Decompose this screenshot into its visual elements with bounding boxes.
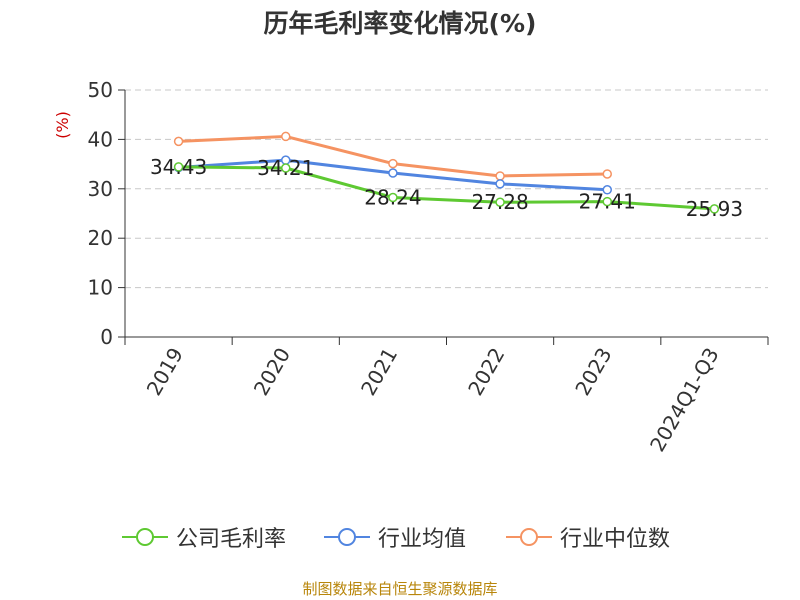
x-tick-label: 2021 [356, 344, 402, 400]
data-labels: 34.43 34.21 28.24 27.28 27.41 25.93 [150, 155, 743, 221]
data-label: 28.24 [364, 185, 421, 209]
y-tick-label: 20 [88, 226, 113, 250]
y-tick-label: 30 [88, 177, 113, 201]
x-tick-label: 2022 [463, 344, 509, 400]
series-lines [173, 131, 720, 214]
data-point[interactable] [281, 131, 291, 142]
legend-item-industry-median[interactable]: 行业中位数 [504, 520, 670, 554]
y-tick-label: 50 [88, 78, 113, 102]
x-tick-label: 2019 [142, 344, 188, 400]
legend-marker-industry-median [506, 528, 552, 546]
y-tick-label: 0 [100, 325, 113, 349]
axes: 0 10 20 30 40 50 2019 2020 2021 2022 2023 2024Q1-Q3 [88, 78, 769, 456]
legend-label-industry-average: 行业均值 [378, 527, 467, 552]
data-point[interactable] [495, 171, 505, 181]
data-point[interactable] [173, 136, 184, 147]
legend-marker-company [122, 528, 168, 546]
data-label: 34.21 [257, 156, 314, 180]
data-label: 34.43 [150, 155, 207, 179]
data-point[interactable] [388, 192, 398, 203]
data-point[interactable] [709, 204, 720, 214]
data-point[interactable] [602, 185, 612, 195]
chart-legend: 公司毛利率 行业均值 行业中位数 [0, 520, 800, 554]
data-point[interactable] [495, 197, 505, 207]
y-tick-label: 10 [88, 276, 113, 300]
legend-item-company[interactable]: 公司毛利率 [120, 520, 286, 554]
data-label: 27.41 [579, 190, 636, 214]
y-tick-label: 40 [88, 127, 113, 151]
data-point[interactable] [281, 163, 291, 173]
legend-label-company: 公司毛利率 [176, 527, 287, 552]
y-axis-label: (%) [53, 111, 72, 139]
x-tick-label: 2020 [249, 344, 295, 400]
legend-marker-industry-average [324, 528, 370, 546]
legend-label-industry-median: 行业中位数 [560, 527, 671, 552]
legend-item-industry-average[interactable]: 行业均值 [322, 520, 466, 554]
series-line [178, 165, 715, 211]
data-point[interactable] [602, 196, 612, 207]
data-point[interactable] [388, 158, 398, 169]
data-point[interactable] [495, 179, 505, 189]
data-point[interactable] [173, 162, 184, 172]
data-label: 25.93 [686, 197, 743, 221]
chart-title: 历年毛利率变化情况(%) [263, 9, 537, 38]
data-point[interactable] [602, 169, 612, 179]
data-point[interactable] [388, 168, 398, 178]
x-tick-label: 2024Q1-Q3 [645, 344, 724, 456]
gridlines [125, 89, 768, 289]
x-tick-label: 2023 [570, 344, 616, 400]
data-label: 27.28 [471, 190, 528, 214]
source-note: 制图数据来自恒生聚源数据库 [302, 580, 498, 598]
